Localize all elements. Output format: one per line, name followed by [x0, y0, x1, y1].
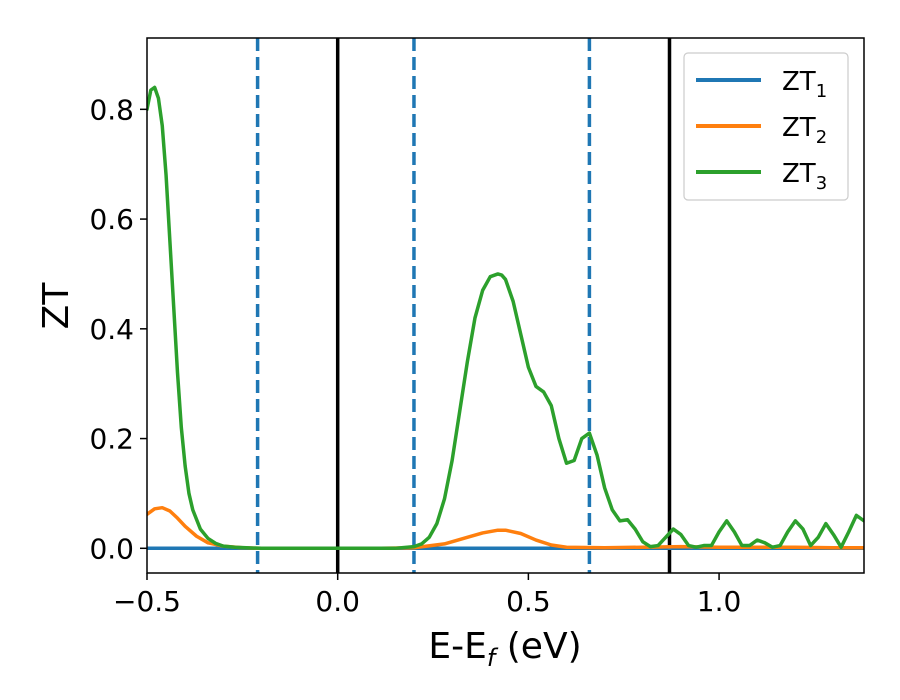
- x-tick-label-0: −0.5: [113, 585, 181, 618]
- x-tick-label-3: 1.0: [697, 585, 742, 618]
- legend-label-2: ZT2: [782, 113, 827, 148]
- series-line-2: [147, 505, 864, 551]
- plot-frame: [146, 37, 865, 574]
- x-axis-title: E-Ef (eV): [428, 626, 581, 672]
- y-tick-label-2: 0.4: [89, 313, 134, 346]
- y-axis-title: ZT: [36, 282, 77, 330]
- y-tick-label-0: 0.0: [89, 532, 134, 565]
- y-tick-label-4: 0.8: [89, 93, 134, 126]
- y-tick-label-1: 0.2: [89, 423, 134, 456]
- series-line-3: [147, 85, 864, 551]
- legend-box: [683, 52, 849, 201]
- x-tick-label-2: 0.5: [506, 585, 551, 618]
- legend-label-3: ZT3: [782, 159, 827, 194]
- legend-label-1: ZT1: [782, 67, 827, 102]
- x-tick-label-1: 0.0: [315, 585, 360, 618]
- legend: ZT1 ZT2 ZT3: [683, 52, 849, 201]
- y-tick-label-3: 0.6: [89, 203, 134, 236]
